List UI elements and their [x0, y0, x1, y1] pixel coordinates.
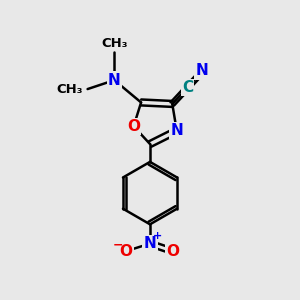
Text: N: N [195, 63, 208, 78]
Text: O: O [127, 119, 140, 134]
Text: N: N [144, 236, 156, 251]
Text: −: − [112, 238, 123, 251]
Text: O: O [166, 244, 179, 259]
Text: O: O [120, 244, 133, 259]
Text: +: + [153, 231, 162, 241]
Text: CH₃: CH₃ [57, 82, 83, 96]
Text: CH₃: CH₃ [101, 37, 128, 50]
Text: N: N [108, 73, 121, 88]
Text: N: N [170, 123, 183, 138]
Text: C: C [182, 80, 193, 95]
